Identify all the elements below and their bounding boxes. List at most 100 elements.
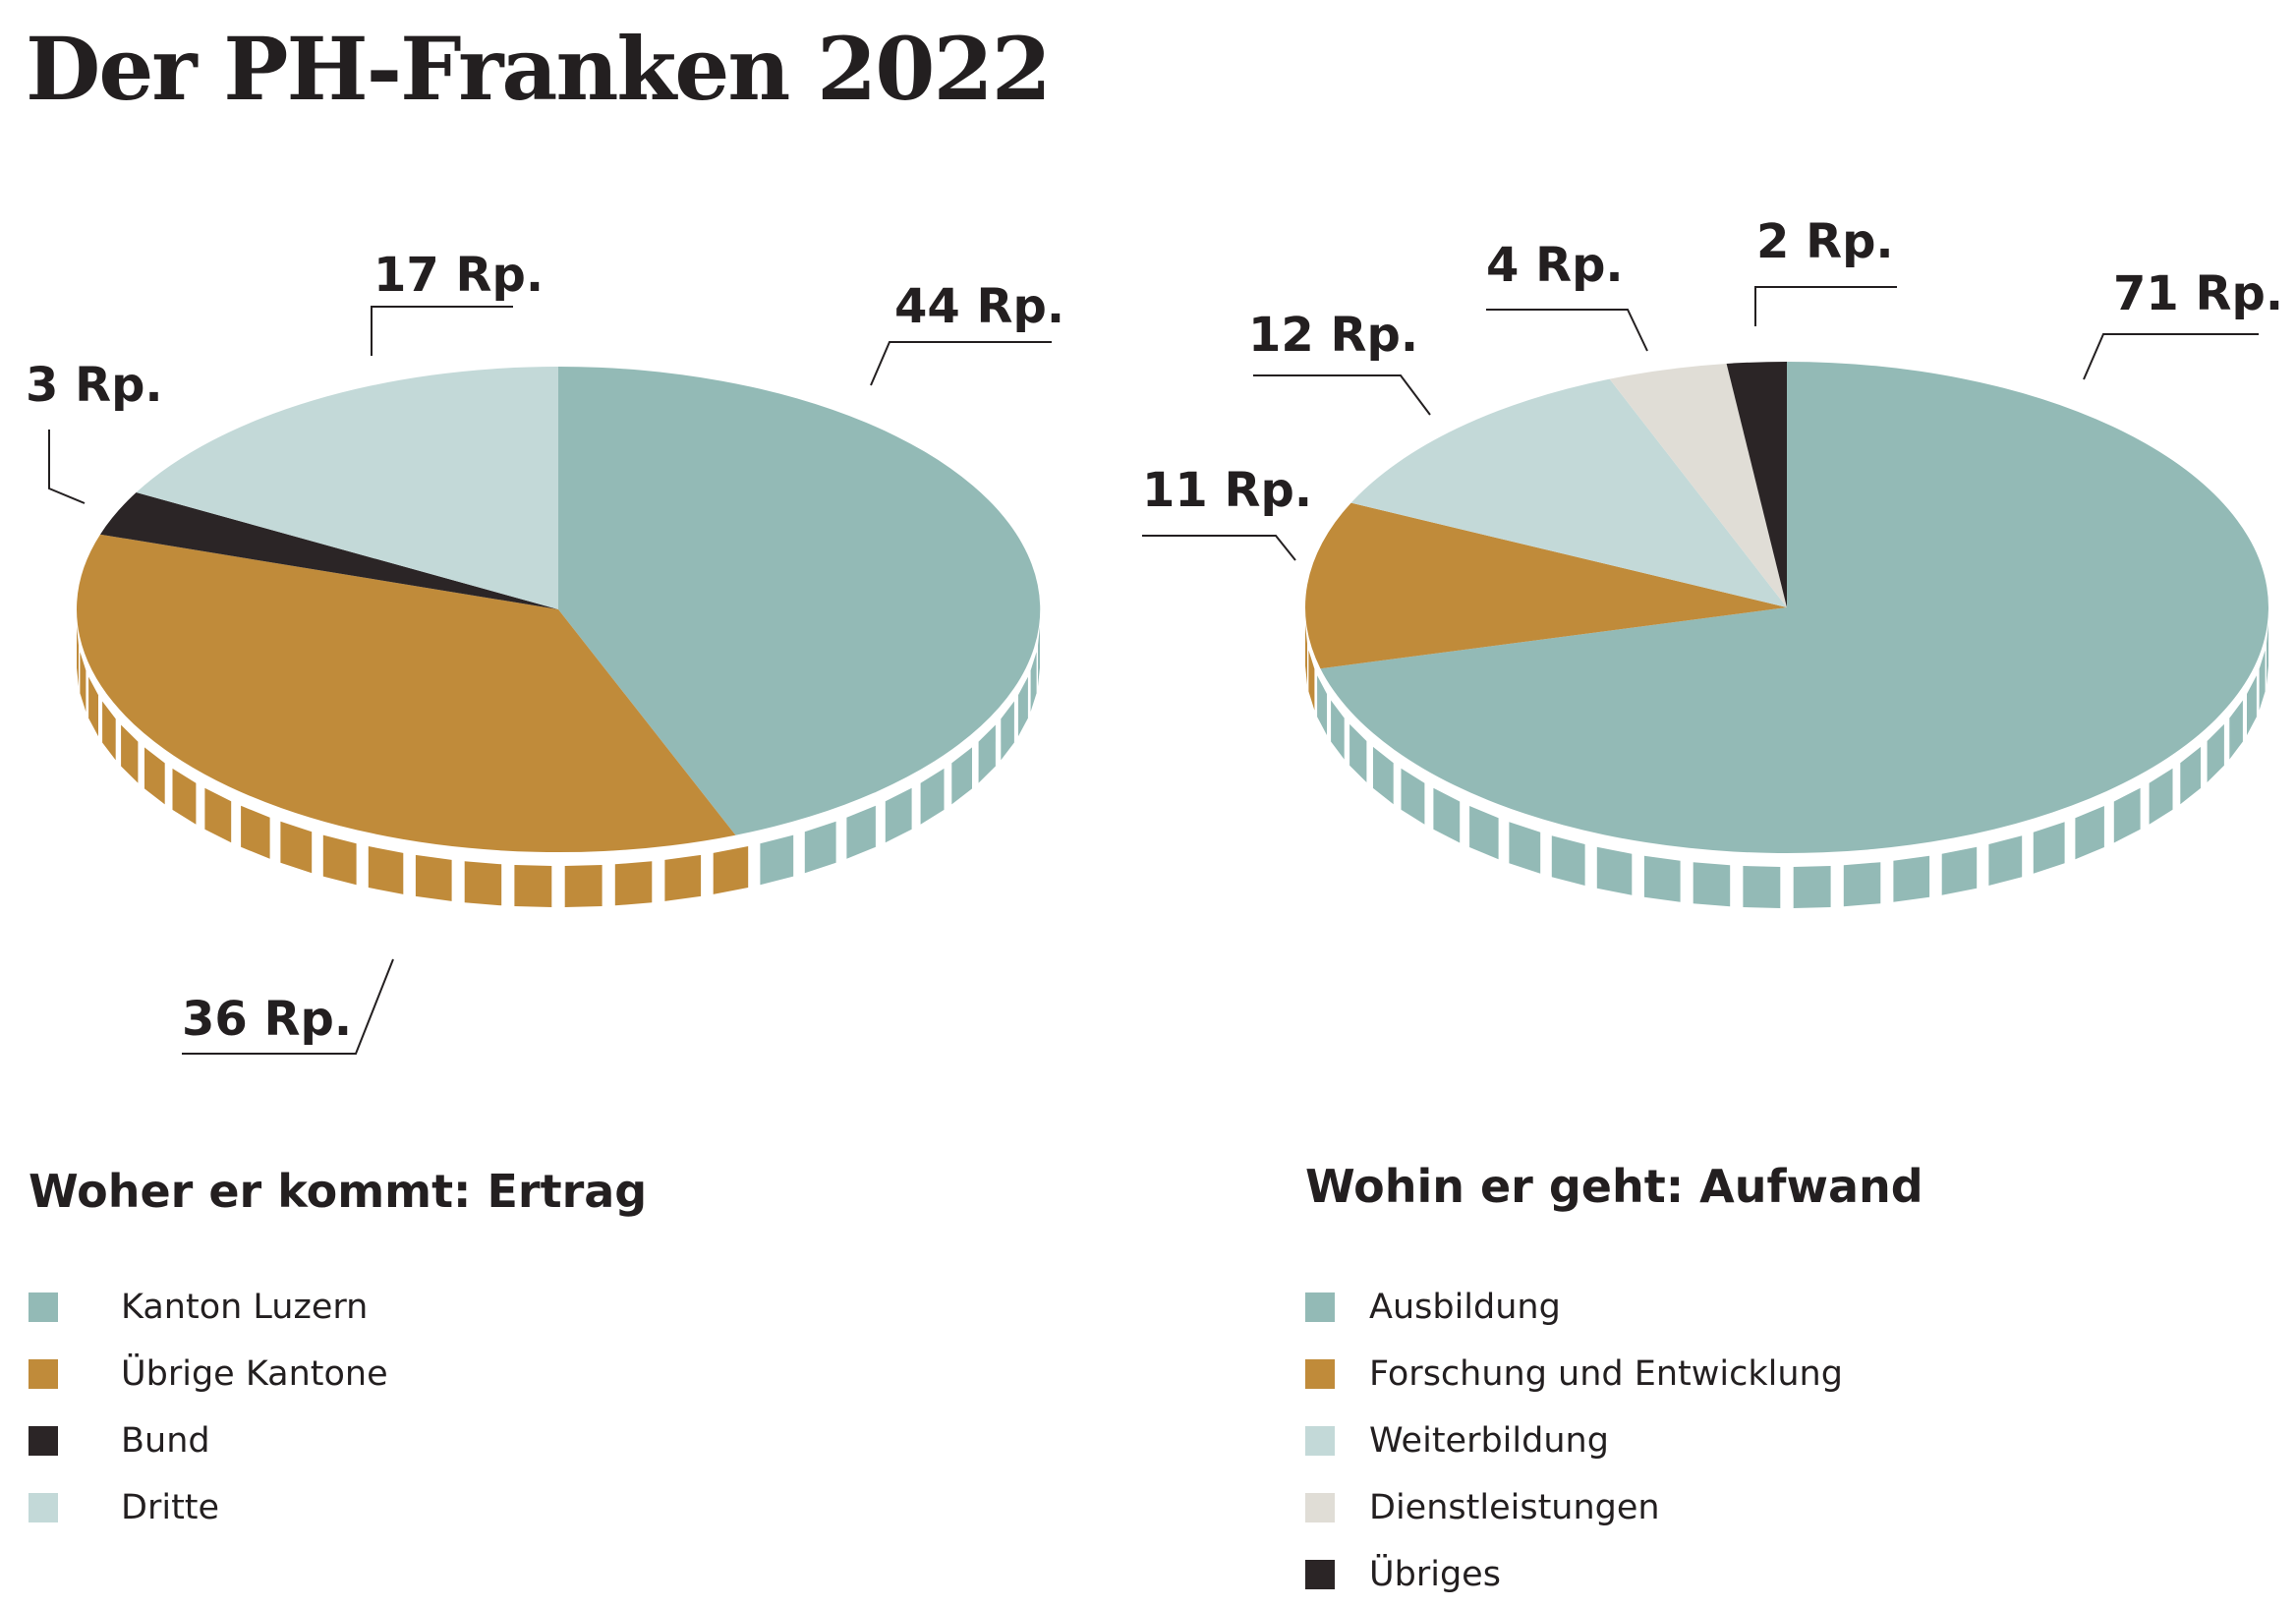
leader-line xyxy=(48,430,86,504)
coin-rim-tick xyxy=(2033,822,2065,874)
leader-line xyxy=(1754,286,1897,326)
coin-rim-tick xyxy=(1596,846,1633,895)
coin-rim-tick xyxy=(121,724,139,783)
pie-slice xyxy=(136,367,558,609)
coin-rim-tick xyxy=(1038,626,1040,687)
coin-rim-tick xyxy=(2229,700,2243,760)
coin-rim-tick xyxy=(2180,746,2201,805)
coin-rim-tick xyxy=(77,626,79,687)
legend-swatch xyxy=(29,1493,58,1522)
coin-rim-tick xyxy=(204,787,232,843)
legend-item: Forschung und Entwicklung xyxy=(1305,1341,1843,1407)
pie-aufwand: 71 Rp. 11 Rp. 12 Rp. 4 Rp. 2 Rp. xyxy=(1142,214,2283,908)
coin-rim-tick xyxy=(2247,675,2257,735)
leader-line xyxy=(182,958,394,1055)
leader-line xyxy=(1142,535,1296,561)
pie-slice xyxy=(1350,378,1787,607)
legend-item: Kanton Luzern xyxy=(29,1274,388,1341)
legend-item: Dienstleistungen xyxy=(1305,1474,1843,1541)
coin-rim-tick xyxy=(760,834,794,886)
pie-slice xyxy=(100,492,558,609)
leader-line xyxy=(371,306,513,356)
legend-label: Forschung und Entwicklung xyxy=(1369,1354,1843,1394)
legend-swatch xyxy=(29,1426,58,1456)
coin-rim-tick xyxy=(846,805,876,859)
coin-rim-tick xyxy=(951,747,972,805)
coin-rim-tick xyxy=(1018,676,1028,737)
slice-value-label: 44 Rp. xyxy=(894,279,1064,334)
coin-rim-tick xyxy=(1373,746,1394,805)
coin-rim-tick xyxy=(1331,700,1345,760)
coin-rim-tick xyxy=(464,861,502,906)
coin-rim-tick xyxy=(885,787,912,843)
pie-slice xyxy=(1609,364,1787,607)
pie-slice xyxy=(558,367,1041,835)
pie-ertrag: 44 Rp. 36 Rp. 3 Rp. 17 Rp. xyxy=(26,248,1064,1055)
coin-rim-tick xyxy=(1551,835,1585,886)
coin-rim-tick xyxy=(1843,862,1881,907)
slice-value-label: 17 Rp. xyxy=(373,248,544,303)
coin-rim-tick xyxy=(2075,806,2104,860)
coin-rim-tick xyxy=(1941,846,1978,895)
coin-rim-tick xyxy=(664,854,702,901)
legend-label: Übrige Kantone xyxy=(121,1354,388,1394)
pie-slice xyxy=(1320,362,2268,854)
coin-rim-tick xyxy=(804,821,836,874)
legend-swatch xyxy=(1305,1359,1335,1389)
coin-rim-tick xyxy=(322,834,357,886)
coin-rim-tick xyxy=(713,846,749,894)
legend-swatch xyxy=(1305,1560,1335,1589)
legend-item: Dritte xyxy=(29,1474,388,1541)
pie-slice xyxy=(77,534,736,853)
coin-rim-tick xyxy=(514,865,552,907)
coin-rim-tick xyxy=(1509,822,1541,874)
coin-rim-tick xyxy=(102,701,116,761)
legend-swatch xyxy=(1305,1292,1335,1322)
slice-value-label: 12 Rp. xyxy=(1248,308,1418,363)
coin-rim-tick xyxy=(2113,787,2141,843)
pie-chart-area: 44 Rp. 36 Rp. 3 Rp. 17 Rp. 71 Rp. 11 Rp. 12 R… xyxy=(26,214,2283,1055)
coin-rim-tick xyxy=(2207,723,2224,782)
legend-swatch xyxy=(29,1359,58,1389)
slice-value-label: 71 Rp. xyxy=(2113,266,2283,321)
leader-line xyxy=(2083,333,2259,380)
coin-rim-tick xyxy=(2149,768,2173,825)
legend-ertrag: Kanton Luzern Übrige Kantone Bund Dritte xyxy=(29,1274,388,1541)
coin-rim-tick xyxy=(368,846,404,894)
coin-rim-tick xyxy=(144,747,165,805)
coin-rim-tick xyxy=(88,676,98,737)
legend-swatch xyxy=(1305,1493,1335,1522)
legend-label: Dienstleistungen xyxy=(1369,1488,1660,1527)
coin-rim-tick xyxy=(280,821,313,874)
coin-rim-tick xyxy=(1643,855,1681,902)
coin-rim-tick xyxy=(80,652,86,713)
legend-item: Bund xyxy=(29,1407,388,1474)
slice-value-label: 3 Rp. xyxy=(26,358,163,413)
legend-swatch xyxy=(1305,1426,1335,1456)
coin-rim-tick xyxy=(920,768,945,825)
coin-rim-tick xyxy=(2267,624,2268,685)
coin-rim-tick xyxy=(1030,652,1037,713)
legend-item: Weiterbildung xyxy=(1305,1407,1843,1474)
chart-title: Der PH-Franken 2022 xyxy=(26,18,1052,120)
legend-label: Ausbildung xyxy=(1369,1288,1561,1327)
leader-line xyxy=(1253,374,1431,416)
coin-rim-tick xyxy=(172,768,197,825)
slice-value-label: 2 Rp. xyxy=(1756,214,1894,269)
pie-slice xyxy=(1304,502,1787,669)
legend-label: Dritte xyxy=(121,1488,220,1527)
coin-rim-tick xyxy=(1305,624,1307,685)
legend-label: Weiterbildung xyxy=(1369,1421,1609,1461)
coin-rim-tick xyxy=(2259,650,2266,711)
coin-rim-tick xyxy=(1433,787,1461,843)
coin-rim-tick xyxy=(1317,675,1327,735)
coin-rim-tick xyxy=(1349,723,1367,782)
coin-rim-tick xyxy=(564,865,603,907)
legend-label: Bund xyxy=(121,1421,210,1461)
legend-item: Übrige Kantone xyxy=(29,1341,388,1407)
coin-rim-tick xyxy=(614,861,653,906)
leader-line xyxy=(1486,309,1648,352)
coin-rim-tick xyxy=(1793,866,1831,908)
coin-rim-tick xyxy=(241,805,270,859)
slice-value-label: 4 Rp. xyxy=(1486,238,1624,293)
